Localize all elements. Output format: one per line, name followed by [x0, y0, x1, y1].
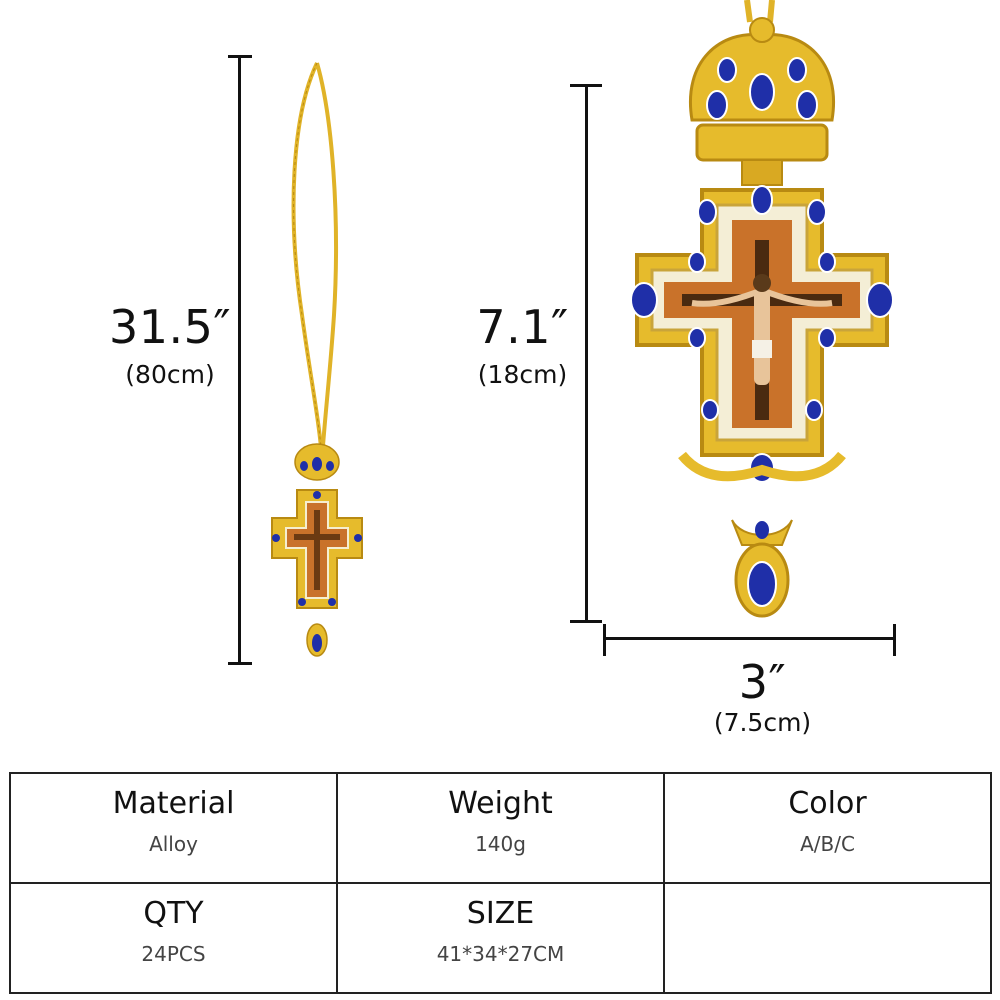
width-cm-label: (7.5cm) [713, 708, 812, 737]
length-dimension-tick-bottom [228, 662, 252, 665]
qty-label: QTY [143, 896, 204, 931]
material-label: Material [112, 786, 235, 821]
cross-pendant-large-image [630, 0, 894, 618]
size-value: 41*34*27CM [436, 942, 565, 966]
spec-table: Material Alloy Weight 140g Color A/B/C Q… [9, 772, 992, 994]
spec-cell-size: SIZE 41*34*27CM [336, 882, 665, 994]
spec-cell-material: Material Alloy [9, 772, 338, 884]
height-dimension-tick-bottom [570, 620, 602, 623]
length-inches-label: 31.5″ [108, 300, 232, 354]
material-value: Alloy [149, 832, 198, 856]
height-cm-label: (18cm) [477, 360, 568, 389]
length-cm-label: (80cm) [125, 360, 215, 389]
spec-cell-weight: Weight 140g [336, 772, 665, 884]
spec-cell-empty [663, 882, 992, 994]
height-dimension-tick-top [570, 84, 602, 87]
spec-row: QTY 24PCS SIZE 41*34*27CM [9, 882, 992, 994]
spec-cell-color: Color A/B/C [663, 772, 992, 884]
weight-value: 140g [475, 832, 526, 856]
cross-pendant-small-image [271, 443, 363, 657]
width-dimension-line [605, 637, 895, 640]
length-dimension-tick-top [228, 55, 252, 58]
height-inches-label: 7.1″ [476, 300, 569, 354]
necklace-chain-image [291, 62, 338, 461]
width-inches-label: 3″ [738, 655, 787, 709]
width-dimension-tick-right [893, 624, 896, 656]
color-label: Color [788, 786, 867, 821]
size-label: SIZE [466, 896, 535, 931]
height-dimension-line [585, 84, 588, 622]
color-value: A/B/C [800, 832, 855, 856]
width-dimension-tick-left [603, 624, 606, 656]
length-dimension-line [238, 55, 241, 665]
spec-row: Material Alloy Weight 140g Color A/B/C [9, 772, 992, 884]
spec-cell-qty: QTY 24PCS [9, 882, 338, 994]
qty-value: 24PCS [141, 942, 206, 966]
weight-label: Weight [448, 786, 553, 821]
